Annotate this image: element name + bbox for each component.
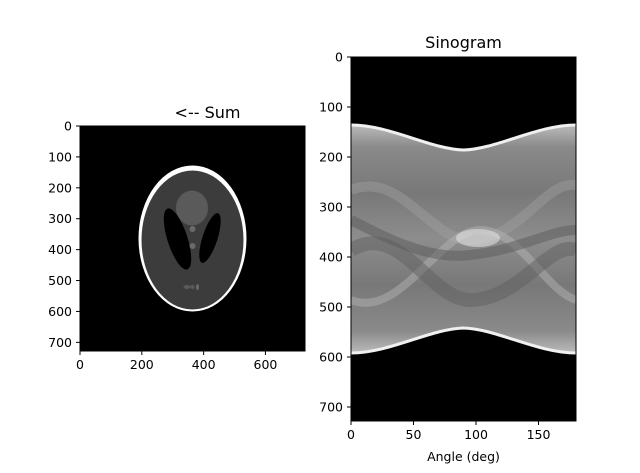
phantom-frame [79,125,306,352]
sinogram-image [351,123,576,355]
phantom-ytick-label-3: 300 [48,211,72,226]
phantom-xtick-label-3: 600 [254,357,278,372]
phantom-ytick-label-7: 700 [48,335,72,350]
sinogram-panel: Sinogram 0 50 100 150 0 100 200 300 400 500 600 700… [319,33,577,464]
phantom-bottom-dot-3 [196,284,199,290]
sinogram-title: Sinogram [425,33,502,52]
sinogram-xtick-label-0: 0 [347,427,355,442]
phantom-right-dark-ellipse [199,213,221,263]
phantom-ytick-label-0: 0 [64,119,72,134]
phantom-small-dot-1 [189,226,196,232]
phantom-ytick-label-2: 200 [48,180,72,195]
sinogram-bottom-bright-edge [351,326,576,355]
phantom-brain-ellipse [141,170,244,310]
sinogram-ytick-label-1: 100 [319,100,343,115]
sinogram-bright-spot [456,229,500,247]
phantom-bottom-dot-2 [190,285,195,289]
sinogram-trace-4 [351,215,576,261]
sinogram-top-bright-edge [351,123,576,152]
sinogram-xtick-label-3: 150 [527,427,551,442]
phantom-left-dark-ellipse [163,208,192,270]
phantom-upper-ellipse [176,190,208,226]
sinogram-ytick-label-0: 0 [335,50,343,65]
sinogram-xtick-label-2: 100 [464,427,488,442]
sinogram-ytick-label-3: 300 [319,200,343,215]
phantom-title: <-- Sum [175,103,241,122]
phantom-ytick-label-1: 100 [48,149,72,164]
phantom-small-dot-2 [189,243,196,249]
sinogram-trace-3 [351,236,576,308]
phantom-ytick-label-4: 400 [48,242,72,257]
phantom-bottom-dot-1 [183,285,191,289]
phantom-image [138,165,247,312]
phantom-ytick-label-6: 600 [48,304,72,319]
sinogram-ytick-label-7: 700 [319,400,343,415]
sinogram-xtick-label-1: 50 [406,427,422,442]
phantom-xtick-label-0: 0 [76,357,84,372]
phantom-xtick-label-2: 400 [192,357,216,372]
phantom-ticks: 0 200 400 600 0 100 200 300 400 500 600 700 [48,119,277,373]
sinogram-ytick-label-5: 500 [319,300,343,315]
sinogram-xlabel: Angle (deg) [427,449,500,464]
sinogram-frame [350,56,577,422]
sinogram-ytick-label-6: 600 [319,350,343,365]
phantom-ytick-label-5: 500 [48,273,72,288]
phantom-panel: <-- Sum 0 200 400 600 0 100 200 300 400 500 600 700 [48,103,306,373]
sinogram-ytick-label-4: 400 [319,250,343,265]
sinogram-ticks: 0 50 100 150 0 100 200 300 400 500 600 700 [319,50,550,443]
sinogram-ytick-label-2: 200 [319,150,343,165]
phantom-xtick-label-1: 200 [130,357,154,372]
